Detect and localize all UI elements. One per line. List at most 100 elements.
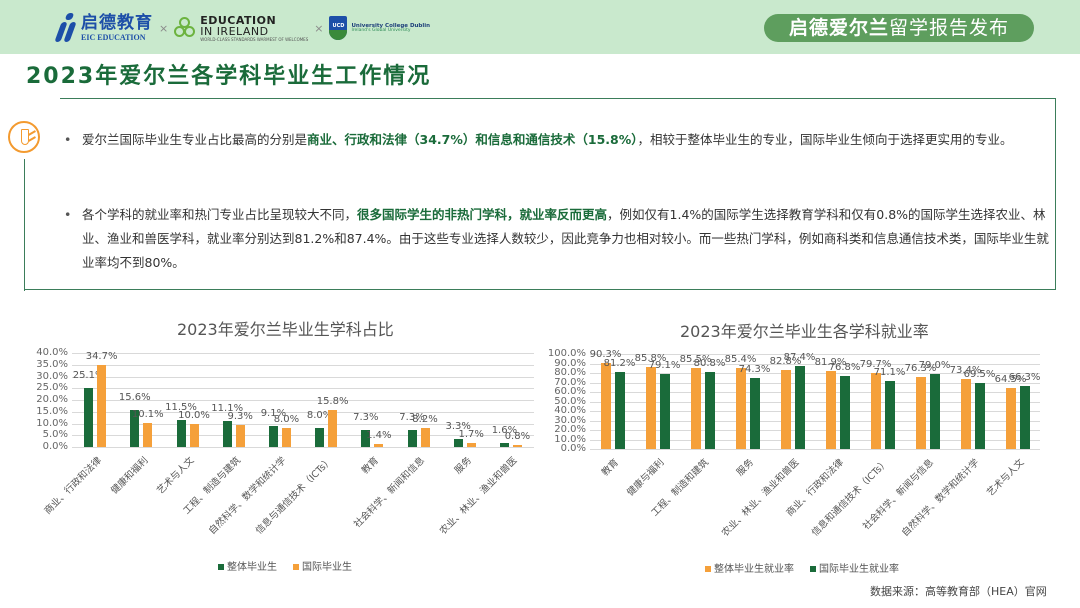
legend-swatch-icon (810, 566, 816, 572)
data-label: 87.4% (783, 351, 816, 363)
data-label: 90.3% (589, 349, 622, 361)
data-label: 73.4% (949, 365, 982, 377)
summary-box (24, 97, 1056, 291)
eic-name-cn: 启德教育 (81, 12, 153, 33)
header-banner: 启德教育 EIC EDUCATION × EDUCATION IN IRELAN… (0, 0, 1080, 54)
data-label: 9.1% (260, 407, 287, 419)
gridline (72, 435, 534, 437)
data-label: 66.3% (1008, 372, 1041, 383)
gridline (590, 411, 1040, 412)
y-tick-label: 0.0% (560, 443, 586, 454)
subject-share-chart: 2023年爱尔兰毕业生学科占比 40.0% 35.0% 30.0% 25.0% 20.0… (0, 300, 545, 590)
bar-series1 (600, 363, 611, 449)
bar-series1 (130, 410, 140, 447)
legend-swatch-icon (218, 564, 224, 570)
gridline (72, 411, 534, 413)
eic-name-en: EIC EDUCATION (81, 32, 146, 42)
bar-series2 (143, 423, 153, 447)
bar-series1 (735, 367, 746, 449)
bar-series2 (659, 373, 670, 449)
bar-series1 (268, 425, 278, 447)
bar-series1 (315, 428, 325, 447)
y-tick-label: 20.0% (36, 394, 68, 405)
data-label: 10.1% (131, 409, 164, 421)
data-label: 8.0% (273, 414, 300, 426)
trefoil-icon (174, 17, 196, 39)
data-label: 25.1% (72, 370, 105, 381)
y-tick-label: 5.0% (42, 429, 68, 441)
gridline (590, 401, 1040, 403)
data-label: 0.8% (504, 431, 531, 443)
gridline (590, 392, 1040, 393)
bar-series1 (960, 379, 971, 449)
x-axis-label: 商业、行政和法律 (42, 455, 105, 517)
data-label: 3.3% (445, 421, 471, 433)
gridline (72, 447, 534, 448)
data-label: 81.9% (814, 357, 847, 369)
legend-item: 整体毕业生 (218, 558, 277, 573)
data-label: 8.2% (412, 413, 438, 425)
y-tick-label: 20.0% (554, 424, 586, 435)
gridline (590, 420, 1040, 422)
eic-mark-icon (52, 13, 78, 43)
gridline (72, 388, 534, 390)
bar-series2 (749, 378, 760, 449)
data-label: 1.7% (458, 429, 484, 440)
data-label: 80.8% (693, 358, 726, 370)
data-label: 15.6% (118, 392, 151, 404)
x-axis-label: 健康与福利 (625, 457, 667, 499)
bar-series1 (690, 367, 701, 449)
data-label: 10.0% (178, 409, 210, 421)
y-tick-label: 40.0% (554, 405, 586, 416)
eic-logo: 启德教育 EIC EDUCATION (52, 13, 153, 43)
x-axis-label: 农业、林业、渔业和兽医 (438, 455, 520, 537)
bar-series2 (235, 425, 245, 447)
x-axis-label: 信息和通信技术（ICTs） (810, 457, 892, 539)
employment-rate-chart: 2023年爱尔兰毕业生各学科就业率 100.0% 90.0% 80.0% 70.0% 6… (545, 300, 1080, 590)
data-label: 76.3% (904, 362, 937, 374)
x-axis-label: 教育 (360, 455, 382, 477)
bar-series2 (328, 409, 338, 447)
y-tick-label: 25.0% (36, 382, 68, 394)
bar-series2 (1019, 386, 1030, 449)
legend-swatch-icon (705, 566, 711, 572)
bar-series2 (614, 371, 625, 449)
x-axis-label: 教育 (600, 457, 622, 479)
y-tick-label: 15.0% (36, 405, 68, 417)
bar-series2 (704, 372, 715, 449)
bar-series2 (189, 423, 199, 447)
data-label: 85.4% (724, 353, 757, 365)
y-tick-label: 10.0% (554, 433, 586, 445)
bar-series1 (453, 439, 463, 447)
chart-title: 2023年爱尔兰毕业生学科占比 (177, 320, 394, 339)
x-axis-label: 农业、林业、渔业和兽医 (719, 457, 802, 539)
bar-series1 (780, 370, 791, 449)
legend-item: 国际毕业生 (293, 558, 352, 573)
bar-series2 (466, 443, 476, 447)
summary-bullet-2: 各个学科的就业率和热门专业占比呈现较大不同，很多国际学生的非热门学科，就业率反而… (62, 203, 1052, 275)
x-axis-label: 服务 (452, 455, 474, 477)
data-label: 81.2% (603, 357, 636, 369)
data-label: 11.1% (211, 402, 244, 414)
bar-series2 (420, 427, 430, 447)
bar-series1 (1005, 387, 1016, 449)
bar-series2 (512, 445, 522, 447)
x-axis-label: 自然科学、数学和统计学 (899, 457, 982, 539)
y-tick-label: 50.0% (554, 395, 586, 407)
y-tick-label: 35.0% (36, 358, 68, 370)
data-label: 85.5% (679, 353, 712, 365)
gridline (590, 430, 1040, 431)
education-in-ireland-logo: EDUCATION IN IRELAND WORLD-CLASS STANDAR… (174, 15, 308, 42)
legend-item: 国际毕业生就业率 (810, 560, 899, 575)
gridline (590, 363, 1040, 365)
data-label: 74.3% (738, 364, 771, 376)
bar-series1 (870, 373, 881, 449)
page-title: 2023年爱尔兰各学科毕业生工作情况 (26, 64, 432, 89)
y-tick-label: 30.0% (554, 414, 586, 426)
summary-bullet-1: 爱尔兰国际毕业生专业占比最高的分别是商业、行政和法律（34.7%）和信息和通信技… (62, 128, 1052, 152)
chart-legend: 整体毕业生就业率 国际毕业生就业率 (705, 560, 899, 575)
bar-series2 (839, 376, 850, 449)
y-tick-label: 30.0% (36, 370, 68, 382)
data-label: 7.3% (353, 411, 379, 423)
data-label: 11.5% (165, 401, 197, 413)
